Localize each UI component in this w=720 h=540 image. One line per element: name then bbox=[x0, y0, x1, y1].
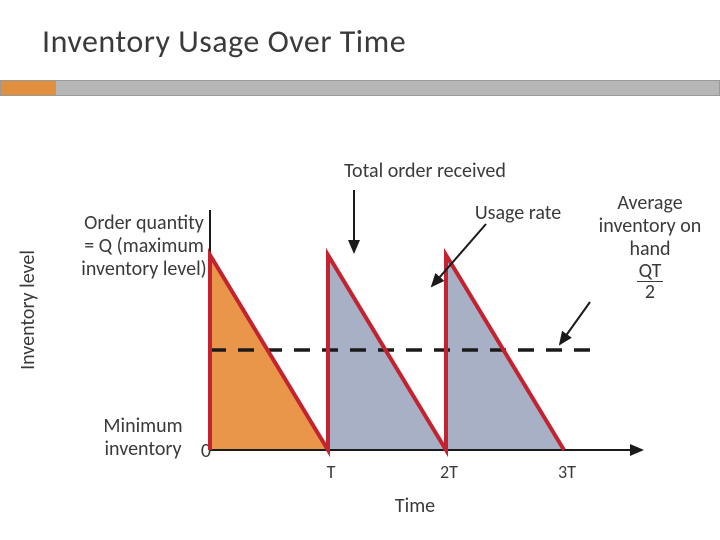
inventory-chart bbox=[0, 0, 720, 540]
avg-inv-arrow bbox=[560, 302, 590, 344]
